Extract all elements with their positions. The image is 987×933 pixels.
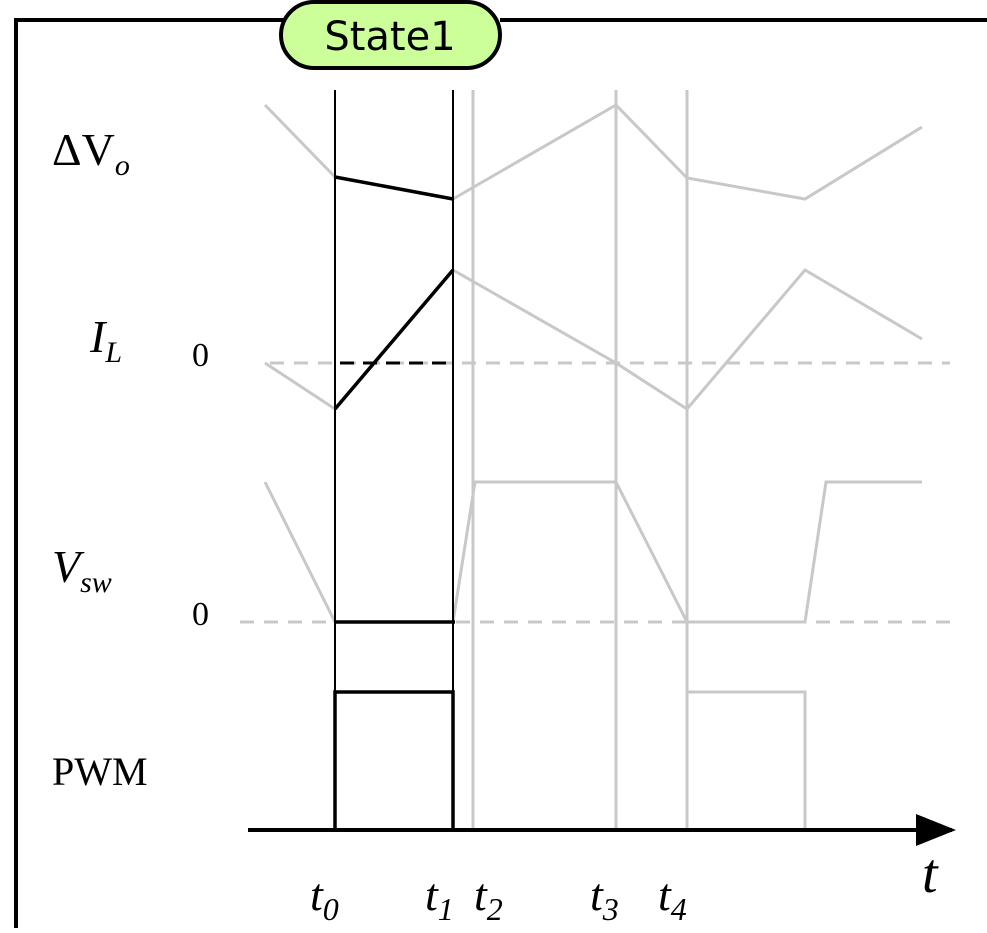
il-waveform-active: [333, 268, 455, 411]
t0-label: t0: [310, 869, 339, 927]
t1-label: t1: [425, 869, 454, 927]
pwm-waveform-inactive: [685, 690, 807, 830]
vsw-waveform-inactive: [263, 481, 337, 623]
t4-label: t4: [658, 869, 687, 927]
t3-label: t3: [590, 869, 619, 927]
t2-label: t2: [474, 869, 503, 927]
pwm-label: PWM: [52, 749, 148, 794]
delta-vo-waveform-inactive: [263, 103, 337, 179]
diagram-frame: [14, 18, 987, 928]
il-waveform-inactive: [264, 361, 336, 411]
vsw-zero-label: 0: [192, 596, 209, 633]
delta-vo-label: ΔVo: [52, 124, 130, 182]
delta-vo-waveform-inactive-2: [452, 103, 923, 201]
vsw-label: Vsw: [52, 541, 112, 599]
vsw-waveform-inactive-2: [451, 480, 922, 624]
il-zero-label: 0: [192, 337, 209, 374]
state-badge: State1: [279, 0, 502, 70]
il-label: IL: [89, 311, 122, 369]
pwm-waveform-active: [333, 690, 455, 830]
time-axis-label: t: [922, 843, 939, 905]
state-label: State1: [324, 14, 455, 60]
il-waveform-inactive-2: [452, 268, 923, 411]
delta-vo-waveform-active: [334, 175, 454, 201]
